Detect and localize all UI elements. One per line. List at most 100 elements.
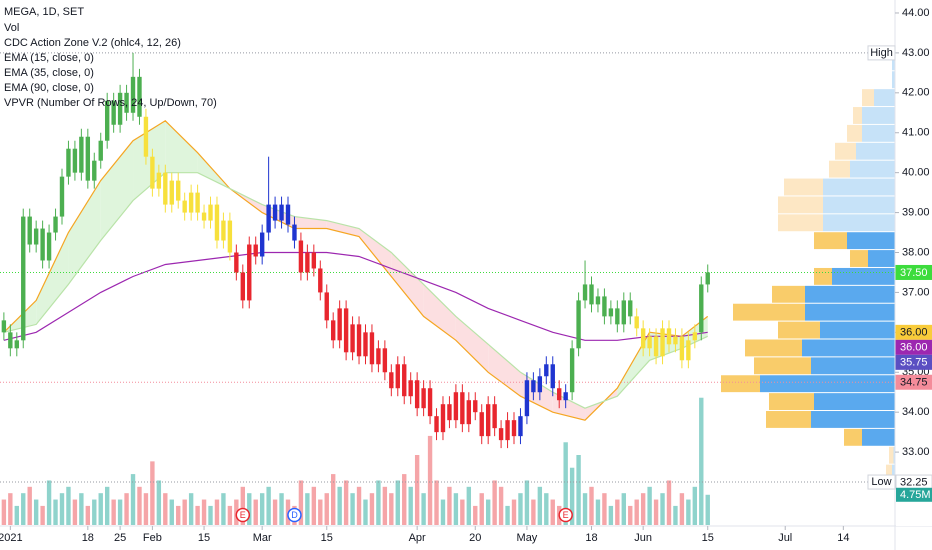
candle-body [53,216,58,233]
vpvr-up [760,375,895,393]
candle-body [130,76,136,113]
candle-body [440,404,446,433]
volume-bar [169,499,174,525]
volume-bar [544,493,549,525]
vpvr-up [832,267,895,285]
volume-bar [582,493,588,525]
y-tick-label: 34.00 [902,406,930,418]
volume-bar [98,493,103,525]
candle-body [389,372,394,389]
vpvr-up [862,428,895,446]
candle-body [460,392,465,425]
candle-body [40,228,45,261]
volume-bar [640,493,646,525]
volume-bar [298,480,304,525]
volume-bar [660,493,665,525]
ema-cloud [133,120,166,201]
candle-body [318,268,323,293]
volume-bar [337,486,342,525]
volume-bar [498,486,504,525]
candle-body [208,204,213,221]
price-badge [895,354,932,370]
candle-body [59,176,65,217]
vpvr-down [853,107,862,124]
candle-body [518,416,523,437]
ema-cloud [294,216,327,229]
ema-line [3,251,708,341]
vpvr-down [778,196,823,214]
volume-bar [402,474,407,525]
candle-body [447,404,452,421]
vpvr-down [814,267,832,285]
y-tick-label: 40.00 [902,167,930,179]
candle-body [298,240,304,273]
y-tick-label: 42.00 [902,87,930,99]
x-tick-label: Jun [634,532,652,544]
candle-body [92,160,97,181]
volume-bar [427,435,433,525]
ema-cloud [326,220,360,237]
volume-bar [679,493,685,525]
volume-bar [79,493,84,525]
volume-bar [240,486,245,525]
candle-body [427,388,433,417]
x-tick-label: 18 [585,532,597,544]
price-badge [895,374,932,390]
marker-label: Low [871,476,891,488]
candle-body [85,136,91,181]
candle-body [182,200,187,213]
price-badge-label: 36.00 [900,327,928,339]
volume-bar [653,499,659,525]
candle-body [305,252,310,273]
candle-body [104,100,110,141]
vpvr-down [733,303,805,321]
vpvr-down [850,250,868,267]
candle-body [363,332,368,357]
volume-bar [201,499,207,525]
volume-bar [479,493,484,525]
candle-body [27,216,32,245]
candle-body [376,348,381,365]
vpvr-up [814,393,895,411]
ema-cloud [455,316,489,373]
volume-bar [247,493,252,525]
candle-body [615,308,620,325]
x-tick-label: Apr [409,532,426,544]
event-marker [558,507,573,523]
vpvr-down [772,285,805,303]
volume-bar [595,499,601,525]
vpvr-down [784,178,823,196]
candle-body [266,204,271,233]
candle-body [531,380,536,393]
price-badge-label: 36.00 [900,342,928,354]
ema-cloud [100,140,134,241]
volume-bar [511,499,517,525]
volume-bar [150,461,155,525]
volume-bar [53,499,58,525]
vpvr-down [835,142,856,160]
vpvr-down [778,321,820,339]
x-tick-label: 2021 [0,532,23,544]
candle-body [279,204,284,221]
candle-body [569,348,575,393]
volume-bar [602,493,607,525]
volume-bar [305,493,310,525]
candle-body [660,328,665,357]
volume-bar [221,493,226,525]
candle-body [21,216,26,341]
volume-bar [331,474,336,525]
volume-bar [692,486,698,525]
vpvr-up [892,464,895,482]
legend-entry: Vol [4,22,19,34]
volume-bar [14,505,19,525]
legend-entry: EMA (90, close, 0) [4,82,94,94]
vpvr-up [802,339,895,357]
candle-body [356,324,362,357]
candle-body [505,420,510,441]
marker-label: High [870,47,893,59]
candle-body [595,296,601,305]
volume-bar [311,486,317,525]
volume-badge [896,487,932,502]
x-tick-label: 15 [702,532,714,544]
